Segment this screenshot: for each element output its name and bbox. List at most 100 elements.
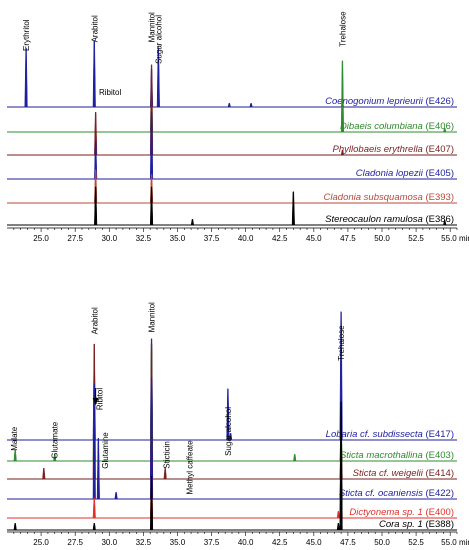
- sample-code: (E407): [425, 144, 454, 155]
- trace-peak: [94, 186, 98, 226]
- sample-code: (E422): [425, 488, 454, 499]
- sample-code: (E386): [425, 214, 454, 225]
- species-epithet: sp. 1: [402, 519, 425, 530]
- trace-peak: [340, 150, 345, 156]
- x-tick-label: 30.0: [101, 538, 117, 547]
- trace-peak: [229, 433, 233, 441]
- x-tick-label: 27.5: [67, 538, 83, 547]
- sample-code: (E403): [425, 450, 454, 461]
- trace-label: Lobaria cf. subdissecta (E417): [326, 429, 454, 440]
- x-tick-label: 30.0: [101, 234, 117, 243]
- species-genus: Lobaria: [326, 429, 360, 440]
- sample-code: (E388): [425, 519, 454, 530]
- species-epithet: cf. subdissecta: [360, 429, 425, 440]
- x-tick-label: 47.5: [340, 538, 356, 547]
- sample-code: (E393): [425, 192, 454, 203]
- x-tick-label: 37.5: [204, 538, 220, 547]
- peak-label: Arabitol: [90, 15, 99, 42]
- species-genus: Sticta: [353, 468, 379, 479]
- x-tick-label: 37.5: [204, 234, 220, 243]
- trace-label: Cladonia lopezii (E405): [356, 168, 454, 179]
- panel-bottom: Lobaria cf. subdissecta (E417) Sticta mac…: [7, 302, 469, 547]
- trace-peak: [53, 454, 57, 462]
- x-tick-label: 27.5: [67, 234, 83, 243]
- trace-label: Stereocaulon ramulosa (E386): [325, 214, 454, 225]
- x-tick-label: 35.0: [170, 538, 186, 547]
- peak-label: Trehalose: [337, 325, 346, 361]
- species-name: Dibaeis columbiana: [340, 121, 426, 132]
- peak-label: Ribitol: [99, 88, 121, 97]
- x-tick-label: 45.0: [306, 538, 322, 547]
- peak-label: Mannitol: [148, 12, 157, 42]
- trace-peak: [443, 127, 447, 133]
- trace-peak: [226, 388, 230, 441]
- panel-top: Coenogonium leprieurii (E426) Dibaeis col…: [7, 11, 469, 243]
- trace-peak: [163, 467, 167, 480]
- species-name: Cladonia subsquamosa: [324, 192, 426, 203]
- species-genus: Dictyonema: [349, 507, 402, 518]
- x-tick-label: 50.0: [374, 538, 390, 547]
- trace-peak: [92, 523, 96, 531]
- trace-label: Coenogonium leprieurii (E426): [325, 96, 454, 107]
- peak-label: Trehalose: [338, 11, 347, 47]
- trace-peak: [92, 497, 96, 519]
- trace-peak: [293, 454, 297, 462]
- trace-label: Dibaeis columbiana (E406): [340, 121, 454, 132]
- peak-label: Erythritol: [22, 19, 31, 51]
- trace-label: Sticta cf. ocaniensis (E422): [339, 488, 454, 499]
- species-name: Coenogonium leprieurii: [325, 96, 425, 107]
- trace-label: Phyllobaeis erythrella (E407): [333, 144, 454, 155]
- trace-peak: [227, 102, 231, 108]
- peak-label: Glutamine: [101, 432, 110, 469]
- species-name: Stereocaulon ramulosa: [325, 214, 425, 225]
- peak-label: Glutamate: [51, 421, 60, 458]
- trace-peak: [24, 47, 28, 108]
- species-name: Phyllobaeis erythrella: [333, 144, 426, 155]
- species-genus: Cora: [379, 519, 402, 530]
- trace-peak: [42, 467, 46, 480]
- ribitol-arrow-head: [92, 398, 99, 405]
- trace-peak: [13, 449, 17, 462]
- trace-0: Coenogonium leprieurii (E426): [7, 40, 457, 108]
- peak-label: Malate: [10, 426, 19, 451]
- species-name: Sticta macrothallina: [340, 450, 426, 461]
- x-tick-label: 47.5: [340, 234, 356, 243]
- trace-peak: [96, 438, 100, 500]
- trace-label: Sticta macrothallina (E403): [340, 450, 454, 461]
- peak-label: Sugar alcohol: [154, 15, 163, 64]
- species-epithet: cf. weigelii: [379, 468, 425, 479]
- x-tick-label: 32.5: [136, 538, 152, 547]
- sample-code: (E417): [425, 429, 454, 440]
- species-genus: Sticta: [339, 488, 365, 499]
- x-tick-label: 50.0: [374, 234, 390, 243]
- trace-peak: [190, 219, 195, 226]
- trace-peak: [156, 47, 160, 108]
- trace-peak: [13, 523, 17, 531]
- x-tick-label: 45.0: [306, 234, 322, 243]
- x-axis: 25.0 27.5 30.0 32.5 35.0 37.5 40.0 42.5 45.0 47.5…: [7, 531, 469, 547]
- peak-label: Sugar alcohol: [224, 407, 233, 456]
- sample-code: (E400): [425, 507, 454, 518]
- sample-code: (E426): [425, 96, 454, 107]
- x-tick-label: 55.0 min: [441, 234, 469, 243]
- trace-peak: [340, 60, 345, 133]
- trace-5: Cora sp. 1 (E388): [7, 401, 457, 531]
- trace-peak: [114, 492, 118, 500]
- trace-label: Cladonia subsquamosa (E393): [324, 192, 454, 203]
- x-tick-label: 25.0: [33, 234, 49, 243]
- peak-label: Arabitol: [90, 307, 99, 334]
- x-tick-label: 52.5: [408, 234, 424, 243]
- trace-peak: [249, 102, 253, 108]
- trace-peak: [291, 191, 295, 226]
- x-tick-label: 42.5: [272, 234, 288, 243]
- trace-label: Sticta cf. weigelii (E414): [353, 468, 454, 479]
- x-tick-label: 40.0: [238, 538, 254, 547]
- species-name: Cladonia lopezii: [356, 168, 426, 179]
- x-tick-label: 55.0 min: [441, 538, 469, 547]
- x-axis: 25.0 27.5 30.0 32.5 35.0 37.5 40.0 42.5 45.0 47.5…: [7, 227, 469, 243]
- sample-code: (E406): [425, 121, 454, 132]
- x-tick-label: 32.5: [136, 234, 152, 243]
